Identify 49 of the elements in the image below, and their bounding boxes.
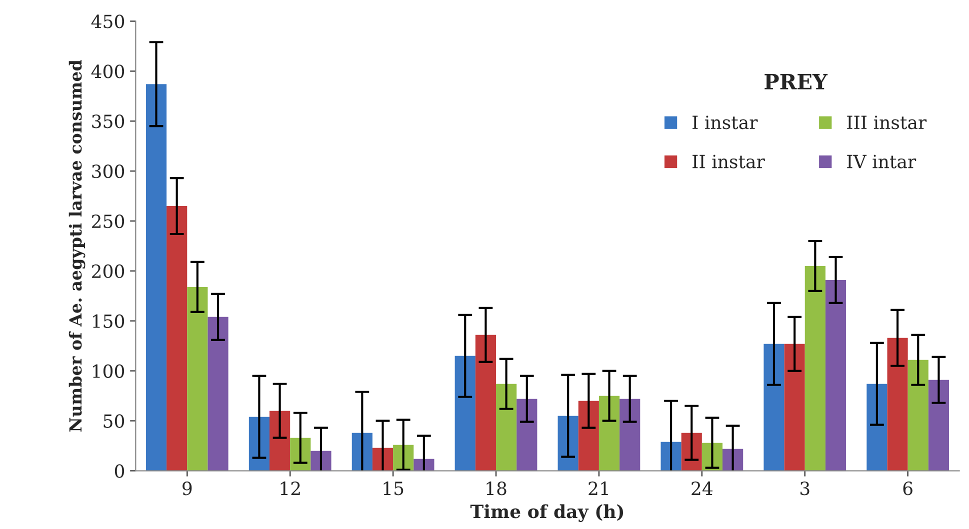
bar: [722, 448, 744, 471]
x-tick-label: 6: [903, 482, 912, 496]
bar: [454, 356, 476, 471]
legend-title: PREY: [764, 74, 828, 90]
y-tick-label: 200: [92, 264, 124, 278]
x-tick-label: 9: [182, 482, 192, 496]
bar: [887, 338, 908, 471]
bar: [166, 206, 188, 471]
y-tick-label: 300: [92, 164, 124, 178]
y-tick-label: 350: [92, 114, 124, 128]
y-tick-label: 150: [92, 314, 124, 328]
legend-label: III instar: [847, 116, 927, 130]
bar: [764, 344, 784, 471]
x-tick-label: 24: [692, 482, 712, 495]
bar: [908, 360, 928, 471]
bar: [475, 334, 496, 471]
legend-label: I instar: [692, 116, 758, 130]
bar: [866, 384, 888, 471]
bar: [620, 398, 640, 471]
legend-label: II instar: [692, 154, 765, 168]
y-tick-label: 100: [92, 364, 124, 378]
bar: [270, 410, 290, 471]
x-tick-label: 18: [486, 482, 506, 496]
bar: [578, 400, 599, 471]
y-tick-label: 400: [91, 64, 124, 78]
bar: [598, 396, 620, 471]
bar: [825, 280, 846, 471]
y-tick-label: 250: [92, 214, 124, 228]
y-axis-title: Number of Ae. aegypti larvae consumed: [68, 60, 86, 432]
y-tick-label: 450: [91, 14, 124, 28]
bar: [208, 316, 228, 471]
bar: [804, 266, 826, 471]
bar: [248, 416, 270, 471]
bar: [928, 380, 950, 471]
bar: [660, 442, 682, 471]
bar: [516, 398, 538, 471]
bar: [496, 384, 517, 471]
x-tick-label: 21: [588, 482, 608, 495]
y-tick-label: 50: [104, 414, 124, 428]
y-tick-label: 0: [114, 464, 124, 478]
bar: [784, 344, 805, 471]
x-tick-label: 3: [800, 482, 810, 496]
x-tick-label: 15: [384, 482, 404, 496]
legend-label: IV intar: [847, 154, 916, 168]
bar: [310, 450, 332, 471]
x-axis-title: Time of day (h): [470, 504, 624, 522]
bar: [146, 84, 167, 471]
x-tick-label: 12: [280, 482, 300, 495]
bar: [187, 286, 208, 471]
